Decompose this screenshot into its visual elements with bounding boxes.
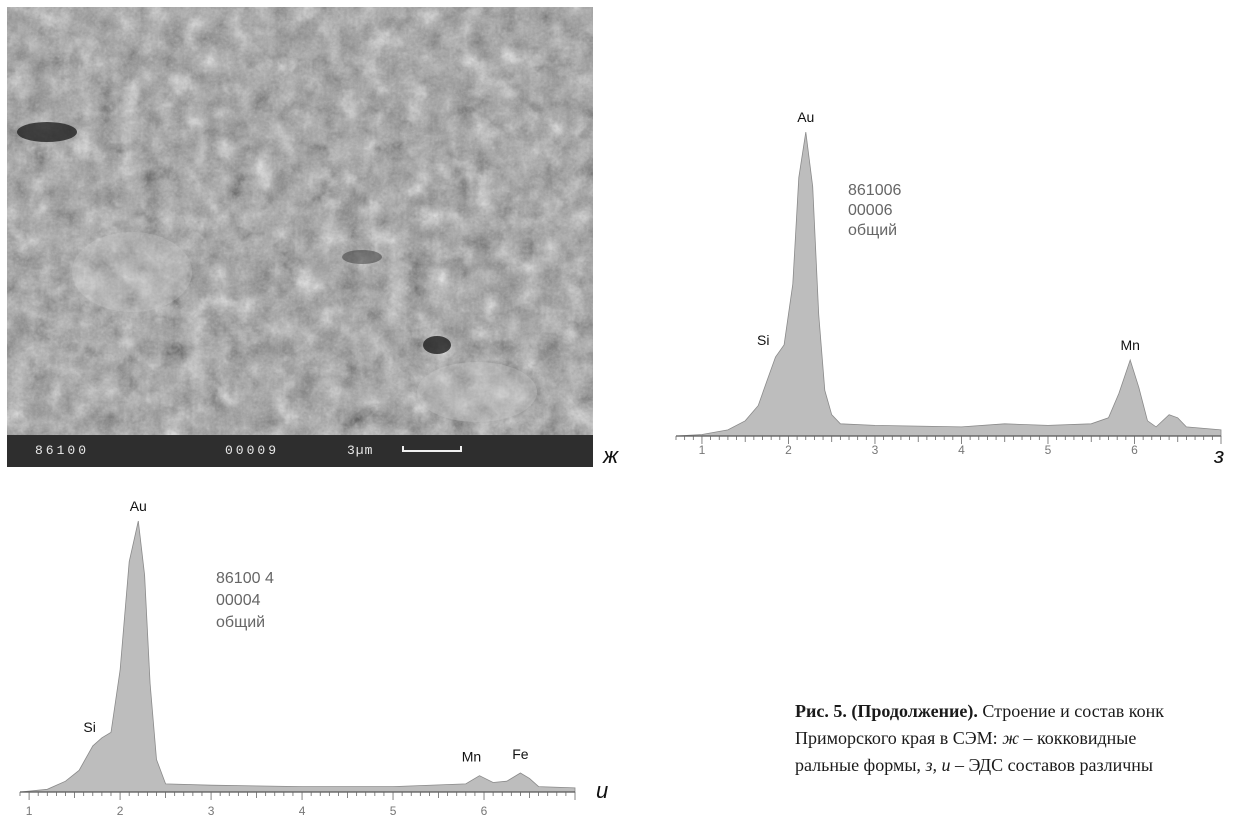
peak-label-fe: Fe [512,746,529,762]
spectrum-info-line: 861006 [848,182,901,199]
caption-italic-zh: ж [1002,728,1019,748]
peak-label-au: Au [797,109,814,125]
peak-label-si: Si [83,719,95,735]
spectrum-info-line: общий [848,222,897,239]
panel-letter-z: з [1214,443,1225,468]
eds-spectrum-i-plot: 1 2 3 4 5 6 Au Si Mn Fe 86100 4 00004 общий [19,498,576,818]
sem-micrograph: 86100 00009 3µm [7,7,593,467]
sem-frame-number: 00009 [225,443,280,458]
tick-label: 5 [390,804,397,818]
spectrum-info-line: 86100 4 [216,570,274,587]
tick-label: 2 [117,804,124,818]
tick-label: 1 [699,443,706,457]
caption-line-2: Приморского края в СЭМ: ж – кокковидные [795,725,1239,752]
sem-texture [7,7,593,435]
tick-label: 2 [785,443,792,457]
tick-label: 3 [208,804,215,818]
caption-text-4: ральные формы, [795,755,926,775]
eds-spectrum-z: 1 2 3 4 5 6 Au Si Mn 861006 00006 общий [675,100,1222,480]
caption-figure-number: Рис. 5. (Продолжение). [795,701,978,721]
peak-label-mn: Mn [1120,337,1139,353]
panel-letter-zh: ж [603,443,619,468]
spectrum-info-line: 00004 [216,592,261,609]
peak-label-si: Si [757,332,769,348]
caption-text-3: – кокковидные [1018,728,1137,748]
caption-line-3: ральные формы, з, и – ЭДС составов разли… [795,752,1239,779]
sem-scale-label: 3µm [347,443,374,458]
sem-sample-id: 86100 [35,443,90,458]
caption-line-1: Рис. 5. (Продолжение). Строение и состав… [795,698,1239,725]
tick-label: 5 [1045,443,1052,457]
peak-label-au: Au [130,498,147,514]
tick-label: 4 [958,443,965,457]
spectrum-area [19,520,576,793]
figure-caption: Рис. 5. (Продолжение). Строение и состав… [795,698,1239,779]
eds-spectrum-z-plot: 1 2 3 4 5 6 Au Si Mn 861006 00006 общий [675,109,1222,457]
spectrum-info-line: общий [216,614,265,631]
tick-label: 3 [872,443,879,457]
tick-label: 1 [26,804,33,818]
spectrum-info-line: 00006 [848,202,893,219]
tick-label: 4 [299,804,306,818]
caption-text-1: Строение и состав конк [977,701,1165,721]
tick-label: 6 [481,804,488,818]
eds-spectrum-i: 1 2 3 4 5 6 Au Si Mn Fe 86100 4 00004 общий [19,485,580,830]
caption-text-2: Приморского края в СЭМ: [795,728,1003,748]
caption-italic-zi: з, и [925,755,951,775]
spectrum-area [675,131,1222,437]
sem-scale-bar [402,446,462,452]
sem-info-bar: 86100 00009 3µm [7,435,593,467]
panel-letter-i: и [596,778,609,803]
peak-label-mn: Mn [462,749,481,765]
tick-label: 6 [1131,443,1138,457]
caption-text-5: – ЭДС составов различны [950,755,1153,775]
